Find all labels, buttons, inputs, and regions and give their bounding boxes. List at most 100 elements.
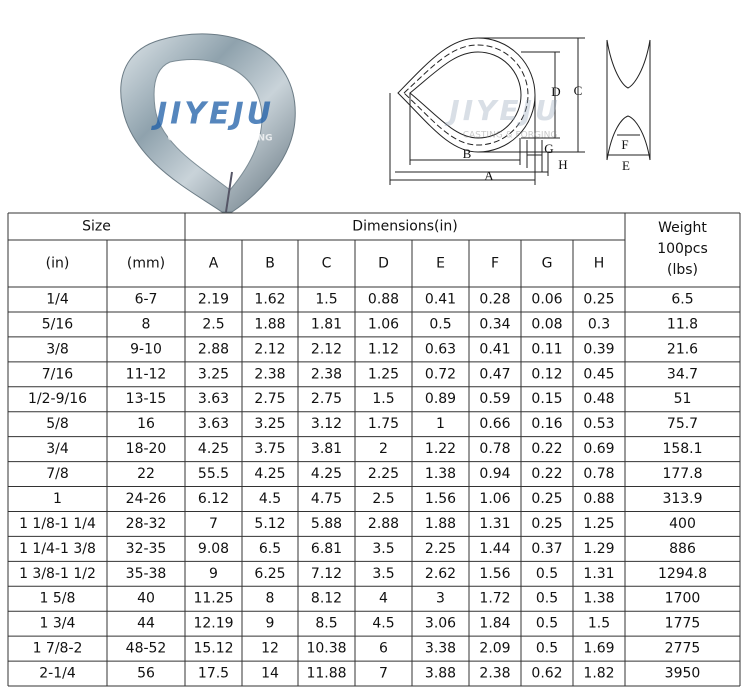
table-cell: 0.5: [429, 316, 451, 332]
table-cell: 158.1: [662, 441, 702, 457]
column-header: C: [322, 256, 332, 272]
table-cell: 4.25: [198, 441, 229, 457]
table-cell: 4.25: [311, 466, 342, 482]
table-cell: 32-35: [126, 541, 167, 557]
table-cell: 5.88: [311, 516, 342, 532]
watermark-brand: JIYEJU: [151, 97, 274, 132]
table-cell: 9: [209, 566, 218, 582]
watermark: JIYEJU CASTING & FORGING JIYEJU CASTING …: [151, 94, 558, 144]
table-cell: 0.72: [425, 366, 456, 382]
table-cell: 1.81: [311, 316, 342, 332]
table-cell: 0.5: [536, 566, 558, 582]
table-cell: 0.78: [479, 441, 510, 457]
table-cell: 0.37: [531, 541, 562, 557]
table-cell: 0.53: [583, 416, 614, 432]
table-cell: 1.56: [479, 566, 510, 582]
table-cell: 1.38: [583, 591, 614, 607]
table-cell: 1 1/4-1 3/8: [19, 541, 96, 557]
table-cell: 1.56: [425, 491, 456, 507]
table-cell: 8: [266, 591, 275, 607]
table-cell: 1: [53, 491, 62, 507]
table-cell: 4.75: [311, 491, 342, 507]
table-cell: 1.06: [479, 491, 510, 507]
table-cell: 1 7/8-2: [33, 641, 83, 657]
table-cell: 400: [669, 516, 696, 532]
table-cell: 1775: [665, 616, 701, 632]
table-cell: 0.25: [531, 491, 562, 507]
table-cell: 1.5: [372, 391, 394, 407]
table-cell: 11-12: [126, 366, 167, 382]
table-cell: 1.25: [583, 516, 614, 532]
weight-header: Weight: [658, 220, 707, 236]
table-cell: 3/4: [46, 441, 69, 457]
table-cell: 2.19: [198, 291, 229, 307]
table-cell: 0.45: [583, 366, 614, 382]
table-cell: 0.15: [531, 391, 562, 407]
table-cell: 6.25: [254, 566, 285, 582]
column-header: F: [491, 256, 499, 272]
table-cell: 1.29: [583, 541, 614, 557]
table-cell: 3.63: [198, 391, 229, 407]
table-cell: 1.72: [479, 591, 510, 607]
weight-header: (lbs): [667, 262, 698, 278]
dimension-label: D: [551, 84, 560, 99]
table-cell: 2775: [665, 641, 701, 657]
table-cell: 0.25: [583, 291, 614, 307]
table-cell: 28-32: [126, 516, 167, 532]
dimension-label: B: [463, 146, 472, 161]
table-cell: 1.44: [479, 541, 510, 557]
table-cell: 2.09: [479, 641, 510, 657]
table-cell: 8: [142, 316, 151, 332]
table-cell: 1.22: [425, 441, 456, 457]
table-cell: 4.5: [372, 616, 394, 632]
table-cell: 0.89: [425, 391, 456, 407]
table-cell: 16: [137, 416, 155, 432]
table-cell: 0.25: [531, 516, 562, 532]
table-cell: 18-20: [126, 441, 167, 457]
dimension-label: G: [544, 141, 553, 156]
column-header: (in): [46, 256, 70, 272]
table-cell: 4.5: [259, 491, 281, 507]
table-cell: 1.5: [315, 291, 337, 307]
table-cell: 3.63: [198, 416, 229, 432]
table-cell: 1.84: [479, 616, 510, 632]
table-cell: 10.38: [306, 641, 346, 657]
table-cell: 177.8: [662, 466, 702, 482]
table-cell: 4.25: [254, 466, 285, 482]
table-cell: 7: [209, 516, 218, 532]
table-cell: 0.59: [479, 391, 510, 407]
table-cell: 3.25: [198, 366, 229, 382]
table-cell: 0.5: [536, 616, 558, 632]
table-cell: 51: [674, 391, 692, 407]
column-header: G: [542, 256, 553, 272]
table-cell: 2.88: [368, 516, 399, 532]
column-header: D: [378, 256, 389, 272]
table-cell: 2.38: [479, 666, 510, 682]
table-cell: 6.5: [259, 541, 281, 557]
table-cell: 5.12: [254, 516, 285, 532]
table-cell: 75.7: [667, 416, 698, 432]
column-header: A: [209, 256, 219, 272]
dimension-label: F: [621, 137, 628, 152]
table-cell: 0.41: [479, 341, 510, 357]
table-cell: 2.62: [425, 566, 456, 582]
table-cell: 1: [436, 416, 445, 432]
table-cell: 48-52: [126, 641, 167, 657]
table-cell: 0.5: [536, 591, 558, 607]
table-cell: 1.62: [254, 291, 285, 307]
table-cell: 6.12: [198, 491, 229, 507]
table-cell: 44: [137, 616, 155, 632]
table-cell: 24-26: [126, 491, 167, 507]
table-cell: 1 5/8: [40, 591, 76, 607]
table-cell: 1.31: [583, 566, 614, 582]
weight-header: 100pcs: [657, 241, 708, 257]
table-cell: 0.62: [531, 666, 562, 682]
group-header: Dimensions(in): [352, 219, 457, 235]
table-cell: 7/16: [42, 366, 74, 382]
table-cell: 0.41: [425, 291, 456, 307]
product-photo: [120, 33, 296, 213]
table-cell: 0.11: [531, 341, 562, 357]
table-cell: 1.06: [368, 316, 399, 332]
table-cell: 0.12: [531, 366, 562, 382]
